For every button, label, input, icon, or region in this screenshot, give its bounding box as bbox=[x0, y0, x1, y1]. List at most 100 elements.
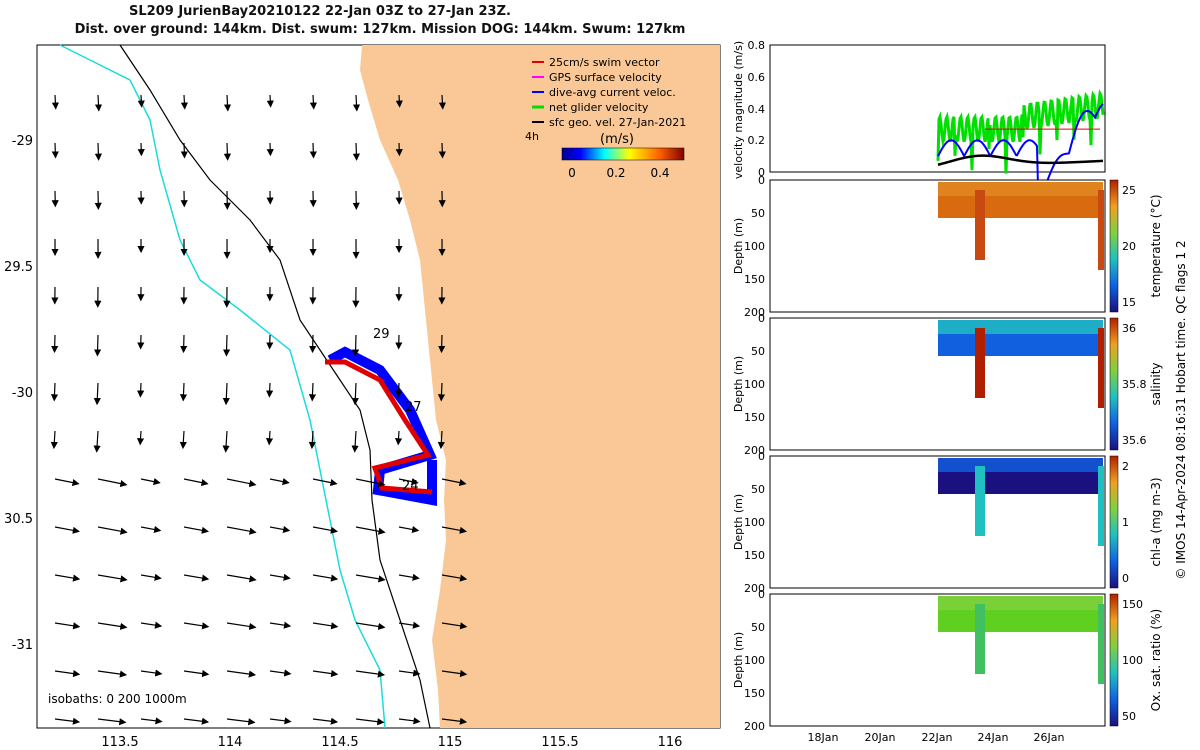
day-label-27: 27 bbox=[405, 400, 422, 415]
legend-sfc-geo: sfc geo. vel. 27-Jan-2021 bbox=[549, 116, 686, 129]
current-vector bbox=[93, 382, 101, 406]
colorbar-chl-a bbox=[1109, 455, 1119, 589]
profile-ylabel: Depth (m) bbox=[732, 218, 745, 274]
current-vector bbox=[226, 622, 257, 630]
current-vector bbox=[441, 526, 467, 534]
current-vector bbox=[93, 430, 101, 453]
current-vector bbox=[351, 430, 359, 453]
current-vector bbox=[269, 478, 290, 486]
current-vector bbox=[183, 478, 209, 487]
current-vector bbox=[441, 669, 468, 678]
current-vector bbox=[94, 94, 103, 112]
x-tick-115.5: 115.5 bbox=[541, 735, 578, 750]
current-vector bbox=[437, 382, 446, 402]
coastline-0m bbox=[119, 44, 431, 729]
isobath-label: isobaths: 0 200 1000m bbox=[48, 692, 187, 706]
current-vector bbox=[54, 717, 81, 725]
x-tick-115: 115 bbox=[438, 735, 463, 750]
current-vector bbox=[97, 526, 128, 535]
profile-ytick-100: 100 bbox=[744, 516, 765, 529]
current-vector bbox=[352, 142, 360, 161]
time-axis-ticks: 18Jan 20Jan 22Jan 24Jan 26Jan bbox=[808, 731, 1065, 744]
colorbar-tick: 100 bbox=[1122, 654, 1143, 667]
current-vector bbox=[355, 526, 386, 535]
x-tick-116: 116 bbox=[658, 735, 683, 750]
vel-y-tick-0.6: 0.6 bbox=[748, 71, 766, 84]
profile-ytick-0: 0 bbox=[758, 312, 765, 325]
current-vector bbox=[398, 621, 421, 629]
current-vector bbox=[437, 430, 445, 450]
colorbar-tick: 20 bbox=[1122, 240, 1136, 253]
x-tick-114: 114 bbox=[218, 735, 243, 750]
current-vector bbox=[441, 574, 468, 582]
colorbar-tick: 50 bbox=[1122, 710, 1136, 723]
current-vector bbox=[441, 622, 468, 630]
colorbar-tick: 35.8 bbox=[1122, 378, 1147, 391]
current-vector bbox=[269, 717, 292, 725]
current-vector bbox=[394, 430, 403, 446]
current-vector bbox=[441, 478, 467, 487]
profile-ytick-150: 150 bbox=[744, 411, 765, 424]
current-vector bbox=[93, 334, 102, 357]
profile-ytick-150: 150 bbox=[744, 273, 765, 286]
current-vector bbox=[398, 669, 421, 677]
profile-ytick-50: 50 bbox=[751, 483, 765, 496]
legend-gps-velocity: GPS surface velocity bbox=[549, 71, 662, 84]
cbar-tick-0.2: 0.2 bbox=[606, 166, 625, 180]
current-vector bbox=[97, 718, 127, 726]
current-vector bbox=[308, 430, 316, 450]
y-tick--30: -30 bbox=[12, 386, 33, 401]
current-vector bbox=[183, 622, 210, 630]
current-vector bbox=[269, 525, 291, 533]
y-tick-29.5: 29.5 bbox=[4, 260, 33, 275]
current-vector bbox=[50, 382, 59, 402]
current-vector bbox=[183, 717, 210, 725]
colorbar-tick: 1 bbox=[1122, 516, 1129, 529]
current-vector bbox=[398, 525, 420, 533]
land-area bbox=[360, 45, 720, 728]
profile-ytick-100: 100 bbox=[744, 378, 765, 391]
current-vector bbox=[137, 382, 145, 398]
current-vector bbox=[226, 718, 256, 726]
current-vector bbox=[223, 94, 232, 112]
y-tick--29: -29 bbox=[12, 134, 33, 149]
profile-ytick-200: 200 bbox=[744, 444, 765, 457]
current-vector bbox=[226, 526, 257, 535]
speed-colorbar bbox=[561, 147, 685, 161]
colorbar-tick: 25 bbox=[1122, 184, 1136, 197]
current-vector bbox=[140, 717, 163, 725]
cbar-tick-0.4: 0.4 bbox=[650, 166, 669, 180]
map-panel: 29 27 24 113.5 114 114.5 115 115.5 116 -… bbox=[4, 44, 721, 750]
current-vector bbox=[97, 622, 128, 630]
current-vector bbox=[265, 430, 274, 446]
current-vector bbox=[355, 670, 386, 678]
current-vector bbox=[355, 478, 386, 488]
colorbar-tick: 2 bbox=[1122, 460, 1129, 473]
cbar-tick-0: 0 bbox=[568, 166, 576, 180]
current-vector bbox=[269, 669, 292, 677]
current-vector bbox=[180, 142, 188, 159]
current-vector bbox=[183, 669, 210, 678]
current-vector bbox=[179, 430, 187, 450]
colorbar-label-temperature: temperature (°C) bbox=[1149, 195, 1163, 298]
profile-ytick-0: 0 bbox=[758, 450, 765, 463]
current-vector bbox=[137, 94, 145, 108]
current-vector bbox=[226, 670, 257, 678]
isobath-200m bbox=[59, 44, 386, 729]
colorbar-tick: 150 bbox=[1122, 598, 1143, 611]
current-vector bbox=[352, 94, 361, 112]
current-vector bbox=[312, 669, 339, 678]
legend-dive-avg: dive-avg current veloc. bbox=[549, 86, 676, 99]
current-vector bbox=[54, 478, 80, 487]
day-label-29: 29 bbox=[373, 327, 390, 342]
x-tick-113.5: 113.5 bbox=[101, 735, 138, 750]
legend-net-velocity: net glider velocity bbox=[549, 101, 649, 114]
colorbar-tick: 35.6 bbox=[1122, 434, 1147, 447]
current-vector bbox=[97, 574, 128, 583]
current-vector bbox=[269, 621, 292, 629]
current-vector bbox=[222, 334, 231, 357]
plot-title: SL209 JurienBay20210122 22-Jan 03Z to 27… bbox=[129, 4, 511, 19]
profile-panel-oxygen: 0 50 100 150 200 Depth (m) 50 100 150 Ox. sat. ra… bbox=[732, 588, 1163, 733]
current-vector bbox=[438, 94, 446, 110]
profile-ytick-150: 150 bbox=[744, 687, 765, 700]
